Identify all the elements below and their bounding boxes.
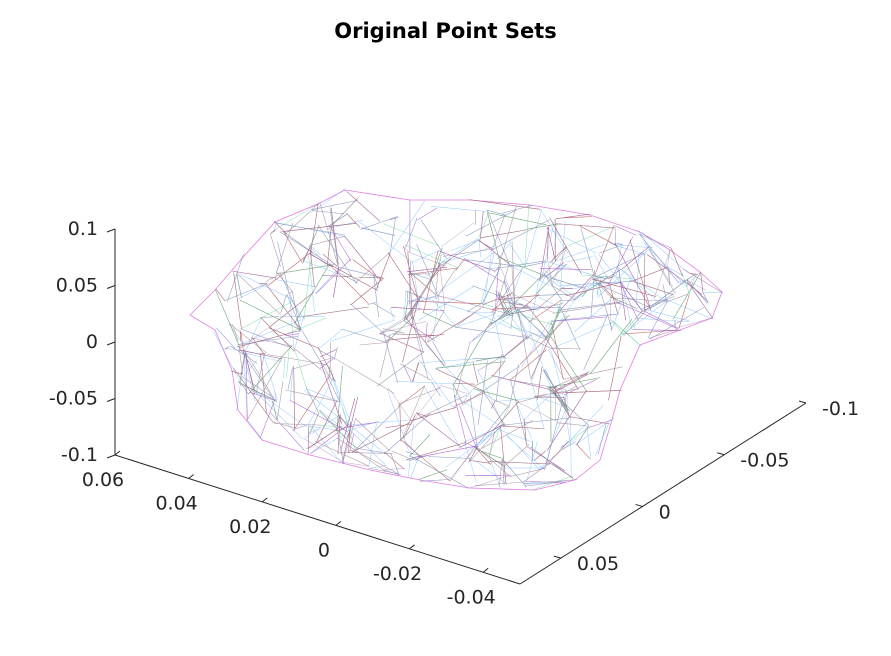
point-set-series [214,199,702,484]
z-axis-ticks: 0.1 0.05 0 -0.05 -0.1 [49,218,116,466]
y-tick-mark [798,400,807,404]
x-tick-label: 0.02 [229,516,271,538]
y-tick-label: 0.05 [577,553,619,575]
x-tick-label: 0.04 [155,492,197,514]
y-tick-mark [717,452,725,456]
x-tick-label: -0.04 [447,586,496,608]
y-tick-label: 0 [659,501,671,523]
y-axis-line [519,402,807,585]
z-tick-mark [106,285,116,289]
y-tick-label: -0.05 [740,450,789,472]
x-axis-line [114,454,521,585]
y-tick-mark [553,555,561,559]
point-set-dense-mesh [238,198,713,489]
x-tick-mark [482,567,489,573]
x-tick-label: 0.06 [82,469,124,491]
x-tick-mark [188,474,194,479]
z-tick-mark [106,398,116,402]
z-tick-label: 0.1 [68,218,98,240]
z-tick-mark [106,341,116,346]
y-axis-ticks: -0.1 -0.05 0 0.05 [553,398,859,575]
z-tick-mark [106,228,116,233]
point-set-mesh [189,188,724,491]
point-set-series [215,191,713,484]
z-tick-mark [106,454,116,459]
x-tick-mark [261,497,268,503]
x-tick-mark [409,544,415,550]
chart-title: Original Point Sets [334,19,557,43]
x-tick-label: -0.02 [373,563,422,585]
x-axis-ticks: 0.06 0.04 0.02 0 -0.02 -0.04 [82,450,496,608]
y-tick-label: -0.1 [822,398,859,420]
z-tick-label: 0.05 [56,275,98,297]
z-tick-label: 0 [86,331,98,353]
point-set-series [214,200,709,489]
y-tick-mark [635,503,643,507]
x-tick-mark [114,450,121,456]
mesh-outline [189,189,723,491]
x-tick-mark [335,520,342,526]
z-tick-label: -0.1 [61,444,98,466]
z-tick-label: -0.05 [49,388,98,410]
x-tick-label: 0 [318,539,330,561]
